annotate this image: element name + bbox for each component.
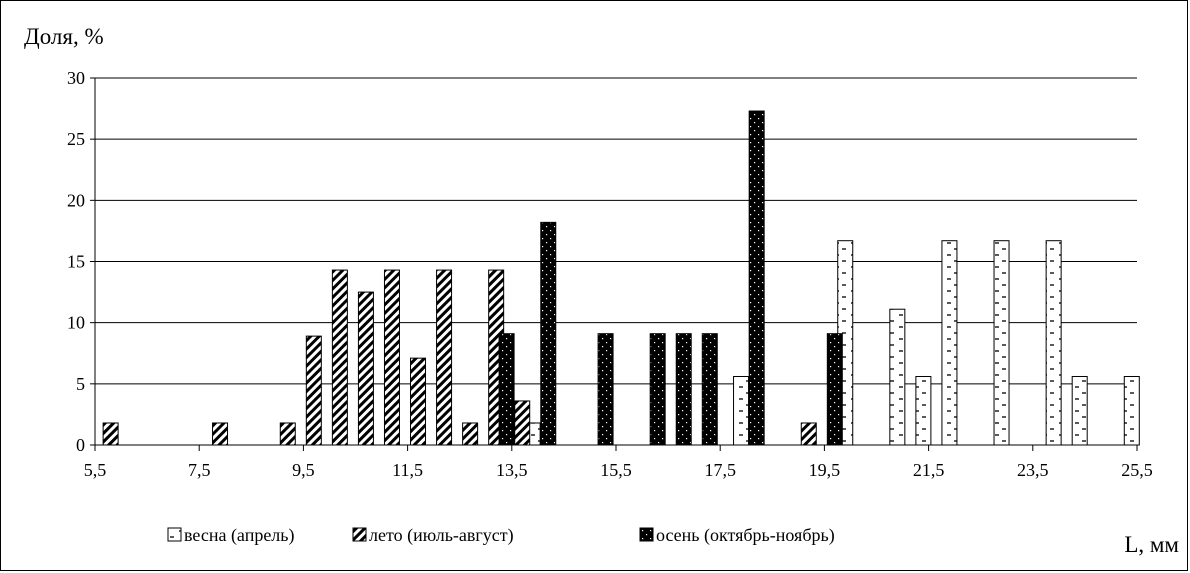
x-tick-label-10: 25,5 — [1121, 460, 1153, 480]
x-tick-labels: 5,5 7,5 9,5 11,5 13,5 15,5 17,5 19,5 21,5 23,5 25,… — [84, 460, 1153, 480]
bar-s0-7 — [1045, 240, 1062, 446]
bar-s1-11 — [514, 400, 531, 446]
y-tick-labels: 0 5 10 15 20 25 30 — [67, 68, 85, 455]
bar-s2-5 — [701, 333, 718, 446]
bar-s2-6 — [748, 110, 765, 446]
y-tick-label-4: 20 — [67, 190, 85, 210]
bar-s0-1 — [733, 375, 750, 446]
y-tick-label-0: 0 — [76, 435, 85, 455]
legend-label-summer: лето (июль-август) — [369, 525, 514, 546]
axes — [94, 78, 1138, 451]
bar-s0-3 — [889, 308, 906, 446]
x-tick-label-8: 21,5 — [913, 460, 945, 480]
y-tick-label-2: 10 — [67, 313, 85, 333]
bar-s1-6 — [383, 269, 400, 446]
x-tick-label-1: 7,5 — [188, 460, 211, 480]
x-tick-label-3: 11,5 — [392, 460, 423, 480]
x-tick-label-7: 19,5 — [809, 460, 841, 480]
bar-s1-0 — [102, 422, 119, 446]
bar-s2-1 — [540, 221, 557, 446]
bar-s2-7 — [826, 333, 843, 446]
bar-s1-2 — [279, 422, 296, 446]
legend-item-summer: лето (июль-август) — [352, 525, 514, 546]
legend-item-autumn: осень (октябрь-ноябрь) — [639, 525, 835, 546]
y-axis-title: Доля, % — [24, 24, 104, 49]
bar-s2-2 — [597, 333, 614, 446]
legend-swatch-spring — [167, 527, 182, 542]
bar-s0-8 — [1071, 375, 1088, 446]
legend-label-spring: весна (апрель) — [184, 525, 295, 546]
legend-label-autumn: осень (октябрь-ноябрь) — [656, 525, 835, 546]
bar-s1-4 — [331, 269, 348, 446]
bar-s1-8 — [436, 269, 453, 446]
legend: весна (апрель) лето (июль-август) осень … — [167, 525, 835, 546]
bar-s2-3 — [649, 333, 666, 446]
bar-s1-5 — [357, 291, 374, 446]
bar-s0-5 — [941, 240, 958, 446]
x-tick-label-9: 23,5 — [1017, 460, 1049, 480]
bar-s2-4 — [675, 333, 692, 446]
bar-s1-9 — [462, 422, 479, 446]
y-tick-label-6: 30 — [67, 68, 85, 88]
bar-s0-6 — [993, 240, 1010, 446]
bar-s1-12 — [800, 422, 817, 446]
bar-s1-3 — [305, 335, 322, 446]
bars — [102, 110, 1140, 446]
x-axis-title: L, мм — [1124, 532, 1179, 557]
y-tick-label-5: 25 — [67, 129, 85, 149]
bar-s2-0 — [498, 333, 515, 446]
bar-s0-9 — [1123, 375, 1140, 446]
x-tick-label-4: 13,5 — [496, 460, 528, 480]
x-tick-label-6: 17,5 — [704, 460, 736, 480]
x-tick-label-2: 9,5 — [292, 460, 315, 480]
legend-item-spring: весна (апрель) — [167, 525, 295, 546]
y-tick-label-3: 15 — [67, 252, 85, 272]
x-tick-label-0: 5,5 — [84, 460, 107, 480]
y-tick-label-1: 5 — [76, 374, 85, 394]
bar-s0-4 — [915, 375, 932, 446]
legend-swatch-autumn — [639, 527, 654, 542]
bar-s1-1 — [212, 422, 229, 446]
legend-swatch-summer — [352, 527, 367, 542]
bar-s1-7 — [410, 357, 427, 446]
x-tick-label-5: 15,5 — [600, 460, 632, 480]
gridlines — [90, 77, 1137, 446]
